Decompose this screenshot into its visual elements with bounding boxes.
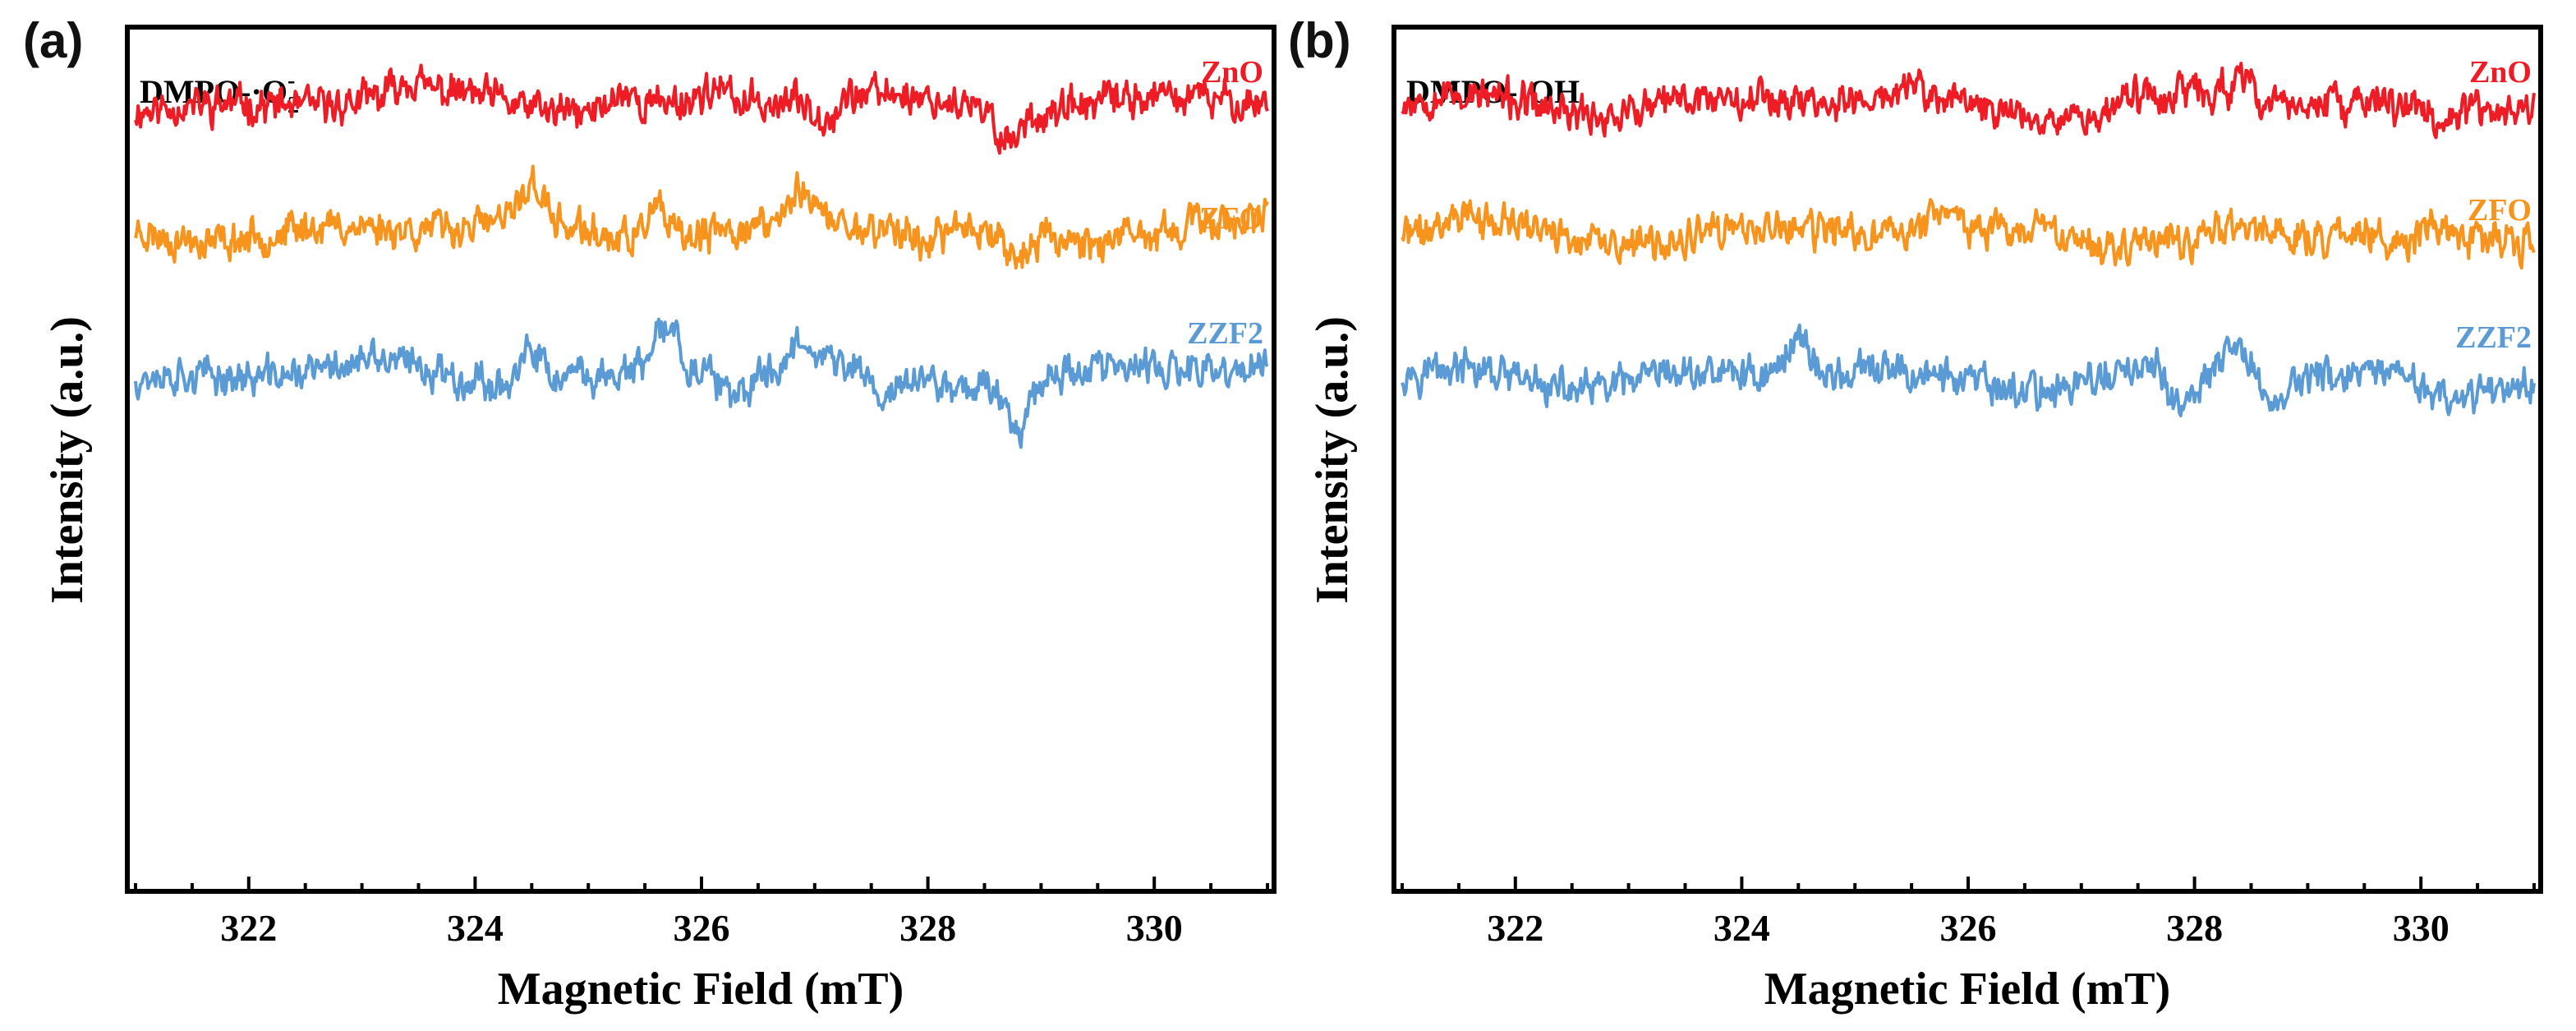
x-tick-label-b-328: 328 (2166, 907, 2223, 949)
trace-b-zfo (1401, 198, 2536, 270)
x-tick-label-b-324: 324 (1714, 907, 1770, 949)
y-axis-title-a: Intensity (a.u.) (42, 316, 93, 604)
x-ticks-b (1401, 877, 2536, 891)
series-label-a-zno: ZnO (1201, 55, 1263, 90)
x-tick-label-b-330: 330 (2393, 907, 2450, 949)
traces-b (1401, 62, 2536, 417)
trace-a-zno (134, 63, 1269, 155)
trace-a-zfo (134, 164, 1269, 270)
series-label-a-zzf2: ZZF2 (1187, 316, 1263, 351)
x-tick-label-b-326: 326 (1940, 907, 1997, 949)
series-labels-b: ZnO ZFO ZZF2 (2455, 55, 2532, 355)
panel-b: (b) Intensity (a.u.) DMPO-·OH ZnO ZFO ZZ… (1288, 13, 2543, 1015)
series-labels-a: ZnO ZFO ZZF2 (1187, 55, 1263, 351)
series-label-b-zfo: ZFO (2468, 193, 2532, 228)
x-tick-label-a-324: 324 (447, 907, 504, 949)
series-label-b-zno: ZnO (2469, 55, 2532, 90)
y-axis-title-b: Intensity (a.u.) (1307, 316, 1358, 604)
panel-letter-b: (b) (1288, 13, 1351, 68)
plot-frame-a (125, 25, 1276, 894)
x-tick-label-a-328: 328 (899, 907, 956, 949)
x-tick-labels-a: 322 324 326 328 330 (220, 907, 1182, 949)
trace-b-zno (1401, 62, 2536, 140)
panel-a: (a) Intensity (a.u.) DMPO-·O2- ZnO ZFO Z… (23, 13, 1276, 1015)
x-tick-label-a-326: 326 (674, 907, 730, 949)
x-tick-label-b-322: 322 (1487, 907, 1543, 949)
inset-label-a-sup: - (288, 68, 295, 94)
panel-letter-a: (a) (23, 13, 83, 68)
plot-frame-b (1392, 25, 2543, 894)
x-axis-title-a: Magnetic Field (mT) (498, 964, 904, 1015)
series-label-a-zfo: ZFO (1199, 201, 1263, 236)
trace-b-zzf2 (1401, 323, 2536, 417)
x-ticks-a (134, 877, 1269, 891)
series-label-b-zzf2: ZZF2 (2455, 320, 2532, 355)
x-axis-title-b: Magnetic Field (mT) (1764, 964, 2171, 1015)
x-tick-labels-b: 322 324 326 328 330 (1487, 907, 2449, 949)
traces-a (134, 63, 1269, 449)
trace-a-zzf2 (134, 317, 1269, 449)
x-tick-label-a-322: 322 (220, 907, 277, 949)
x-tick-label-a-330: 330 (1126, 907, 1183, 949)
